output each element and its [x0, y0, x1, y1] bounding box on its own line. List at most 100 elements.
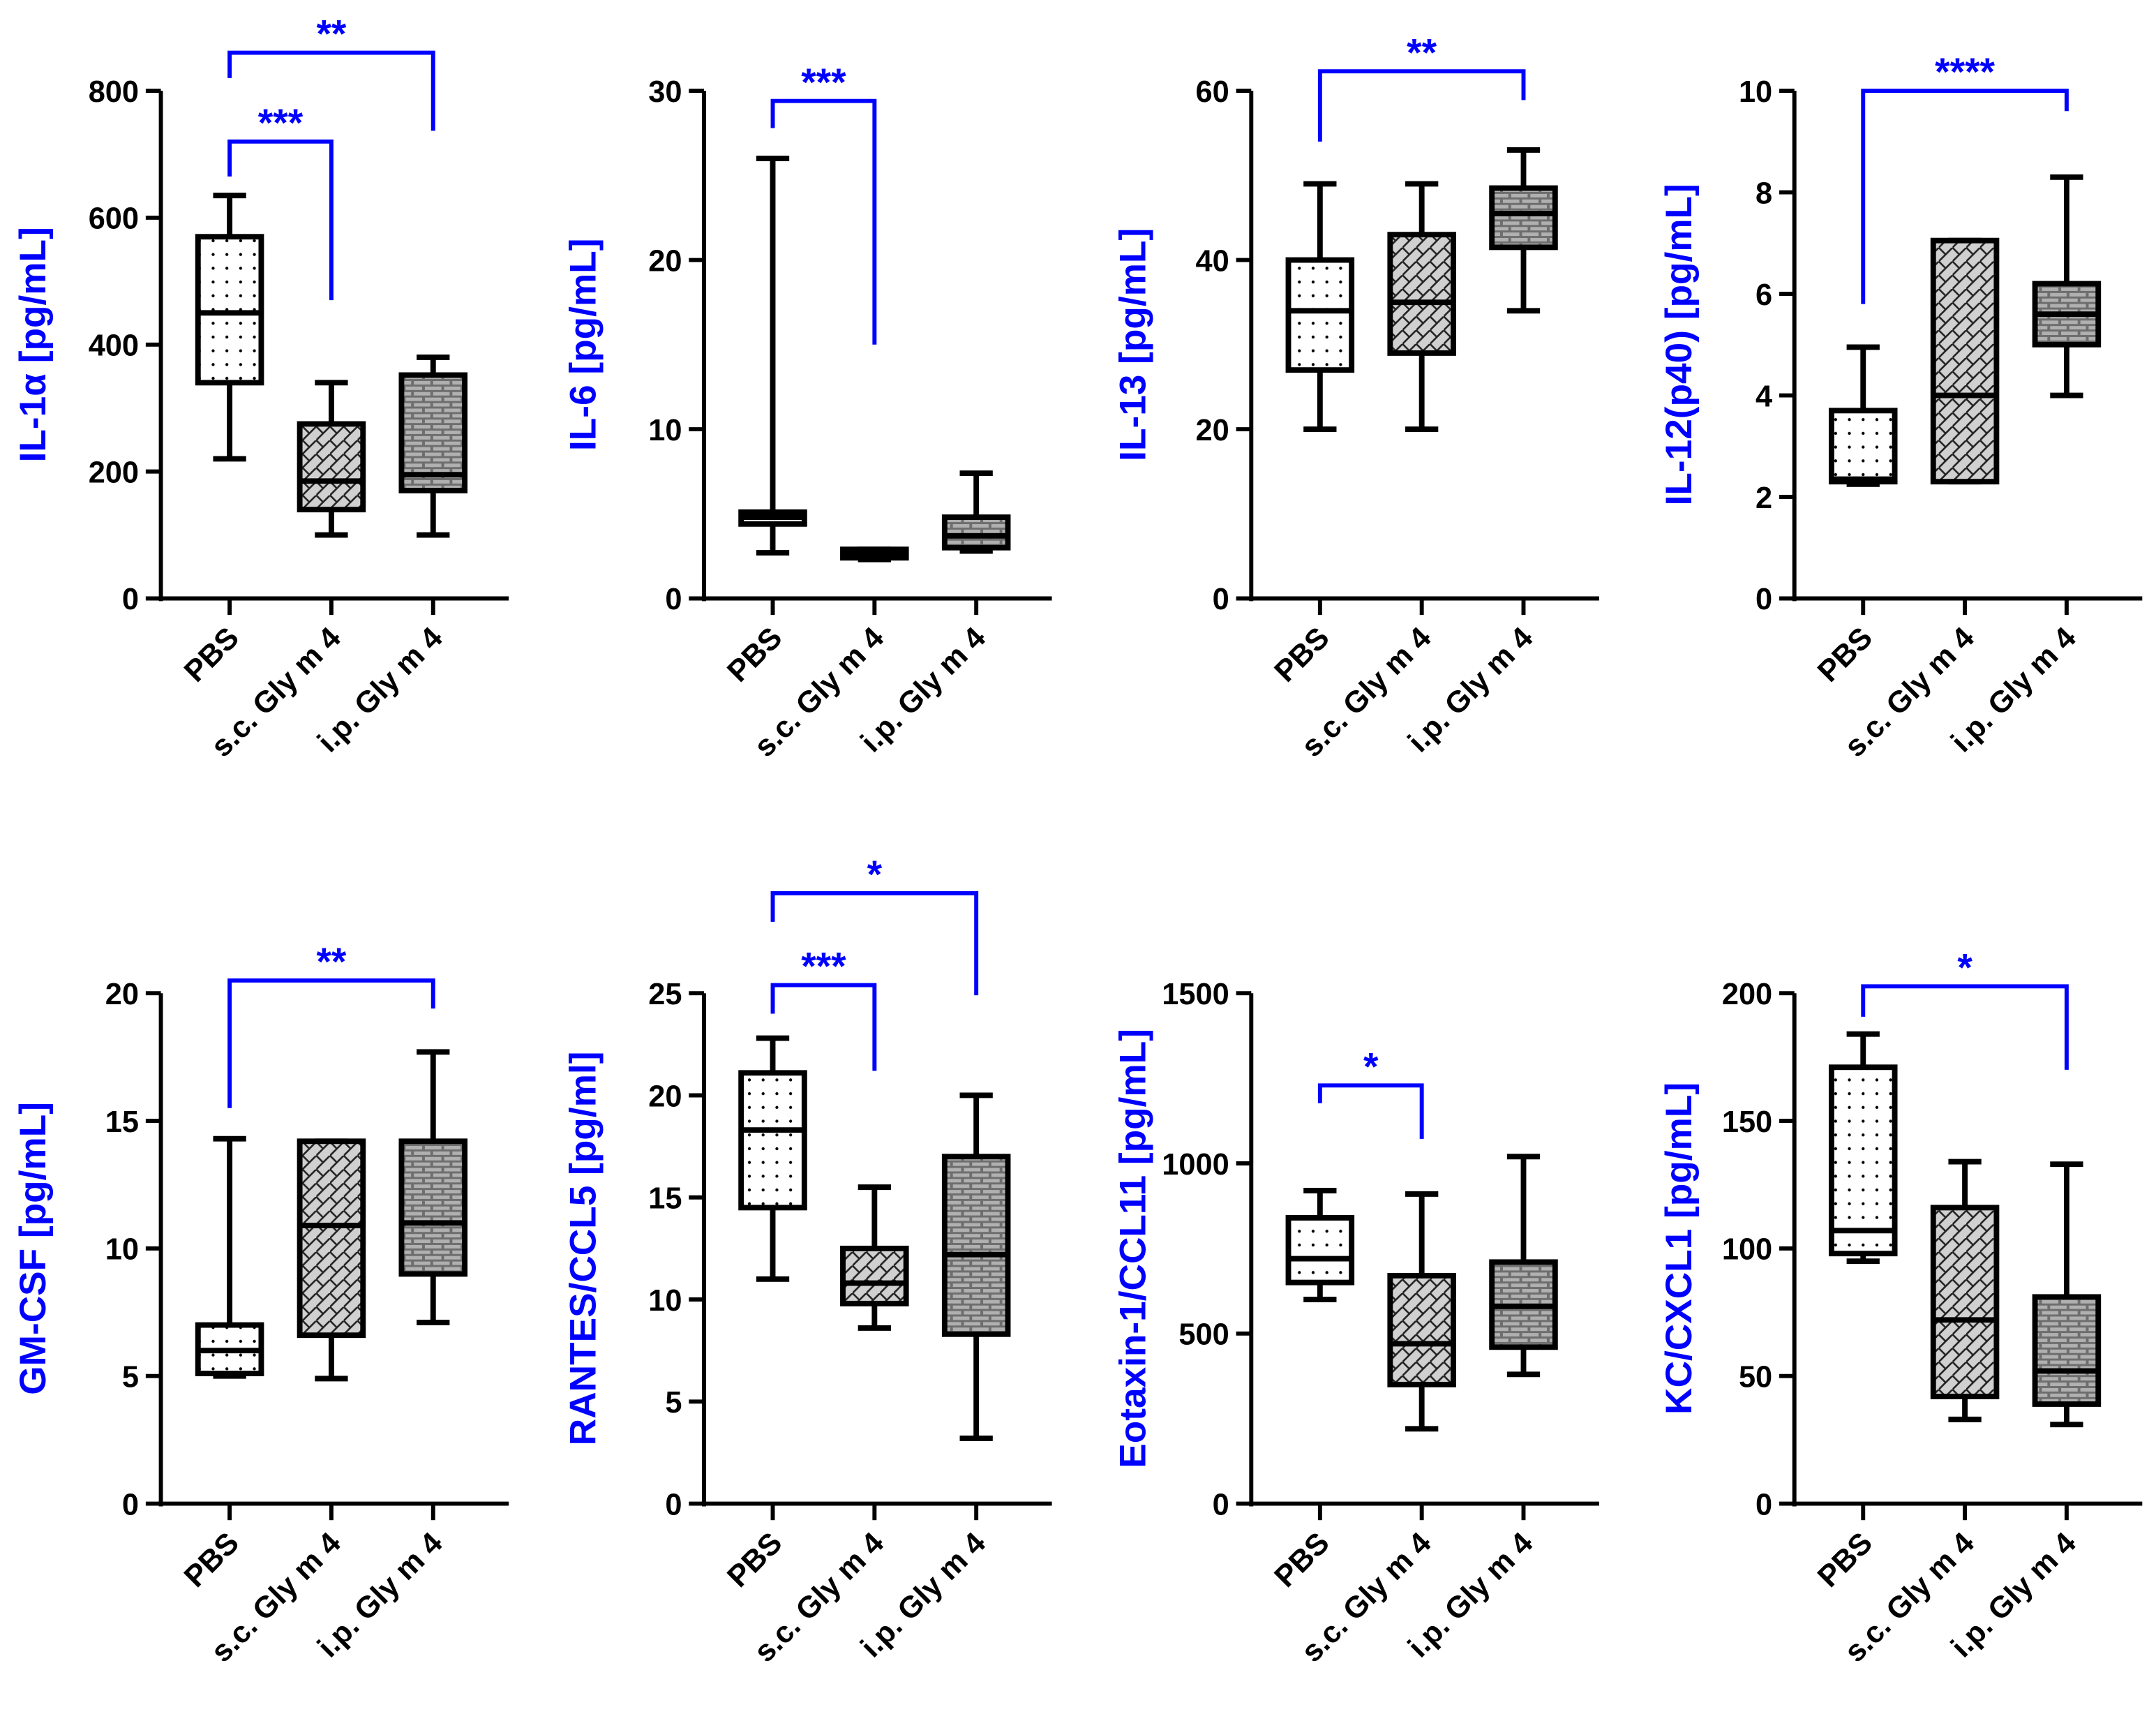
box-iqr — [1285, 257, 1355, 373]
y-tick-label: 0 — [1756, 1488, 1772, 1521]
box-2 — [941, 1092, 1011, 1441]
y-tick-label: 15 — [648, 1182, 682, 1216]
y-tick-label: 15 — [105, 1105, 139, 1139]
box-2 — [941, 470, 1011, 554]
significance-bracket — [1317, 69, 1526, 142]
y-tick-label: 0 — [1213, 1488, 1229, 1521]
box-2 — [1489, 147, 1558, 314]
box-iqr — [1489, 185, 1558, 251]
y-axis-label: RANTES/CCL5 [pg/ml] — [562, 1052, 604, 1446]
box-0 — [738, 156, 807, 556]
significance-label: * — [1363, 1045, 1379, 1088]
box-2 — [2032, 1161, 2102, 1428]
box-iqr — [941, 1154, 1011, 1337]
y-tick-label: 40 — [1196, 244, 1229, 278]
y-tick-label: 0 — [1213, 583, 1229, 616]
box-0 — [1285, 1188, 1355, 1302]
box-iqr — [1828, 1064, 1898, 1257]
box-0 — [1285, 181, 1355, 432]
box-0 — [1828, 1031, 1898, 1265]
y-tick-label: 20 — [648, 244, 682, 278]
box-iqr — [398, 1138, 468, 1277]
y-tick-label: 4 — [1756, 380, 1772, 413]
significance-bracket — [770, 891, 979, 996]
y-tick-label: 0 — [1756, 583, 1772, 616]
y-tick-label: 200 — [89, 456, 139, 489]
y-axis-label: IL-6 [pg/mL] — [562, 239, 604, 451]
significance-bracket — [227, 978, 435, 1108]
y-tick-label: 150 — [1722, 1105, 1772, 1139]
significance-label: *** — [258, 101, 304, 144]
box-0 — [195, 1135, 264, 1379]
y-tick-label: 0 — [122, 583, 139, 616]
box-iqr — [1930, 1205, 2000, 1399]
y-tick-label: 6 — [1756, 278, 1772, 312]
box-2 — [2032, 174, 2102, 398]
box-iqr — [2032, 1294, 2102, 1407]
y-axis-label: IL-12(p40) [pg/mL] — [1659, 184, 1700, 505]
y-tick-label: 0 — [122, 1488, 139, 1521]
box-iqr — [1285, 1215, 1355, 1286]
significance-label: **** — [1935, 50, 1995, 94]
y-tick-label: 8 — [1756, 177, 1772, 210]
box-0 — [738, 1035, 807, 1282]
significance-label: ** — [1407, 31, 1437, 74]
significance-bracket — [1317, 1083, 1424, 1139]
significance-bracket — [770, 98, 877, 345]
y-tick-label: 1000 — [1162, 1148, 1229, 1182]
x-tick-label: PBS — [1268, 1526, 1336, 1594]
y-tick-label: 1500 — [1162, 978, 1229, 1011]
box-iqr — [398, 372, 468, 493]
y-axis-label: IL-1α [pg/mL] — [13, 227, 54, 462]
x-tick-label: PBS — [1268, 621, 1336, 689]
y-tick-label: 800 — [89, 75, 139, 109]
y-tick-label: 200 — [1722, 978, 1772, 1011]
box-iqr — [941, 514, 1011, 551]
y-tick-label: 10 — [1739, 75, 1772, 109]
y-tick-label: 30 — [648, 75, 682, 109]
box-0 — [195, 193, 264, 462]
y-axis-label: Eotaxin-1/CCL11 [pg/mL] — [1113, 1029, 1154, 1468]
y-axis-label: GM-CSF [pg/mL] — [13, 1102, 54, 1395]
box-1 — [1387, 1191, 1456, 1432]
y-tick-label: 50 — [1739, 1360, 1772, 1394]
x-tick-label: PBS — [721, 1526, 788, 1594]
box-1 — [297, 1138, 366, 1382]
box-1 — [1387, 181, 1456, 432]
significance-bracket — [770, 983, 877, 1071]
y-tick-label: 20 — [648, 1080, 682, 1113]
significance-bracket — [227, 50, 435, 131]
box-1 — [840, 546, 909, 563]
box-1 — [840, 1184, 909, 1331]
box-iqr — [738, 1070, 807, 1211]
x-tick-label: PBS — [1811, 1526, 1879, 1594]
significance-label: ** — [316, 940, 346, 983]
box-1 — [1930, 237, 2000, 485]
y-tick-label: 25 — [648, 978, 682, 1011]
box-iqr — [1387, 1272, 1456, 1387]
significance-label: * — [867, 853, 883, 896]
y-tick-label: 20 — [1196, 414, 1229, 447]
y-tick-label: 20 — [105, 978, 139, 1011]
box-iqr — [1930, 237, 2000, 485]
y-tick-label: 600 — [89, 202, 139, 236]
y-tick-label: 100 — [1722, 1233, 1772, 1267]
box-2 — [1489, 1154, 1558, 1378]
y-axis-label: KC/CXCL1 [pg/mL] — [1659, 1082, 1700, 1415]
y-tick-label: 400 — [89, 329, 139, 363]
significance-bracket — [227, 139, 334, 301]
box-iqr — [1387, 232, 1456, 356]
y-tick-label: 500 — [1178, 1318, 1229, 1352]
box-2 — [398, 355, 468, 538]
box-iqr — [195, 234, 264, 386]
box-iqr — [297, 421, 366, 513]
y-tick-label: 0 — [665, 1488, 682, 1521]
x-tick-label: PBS — [1811, 621, 1879, 689]
